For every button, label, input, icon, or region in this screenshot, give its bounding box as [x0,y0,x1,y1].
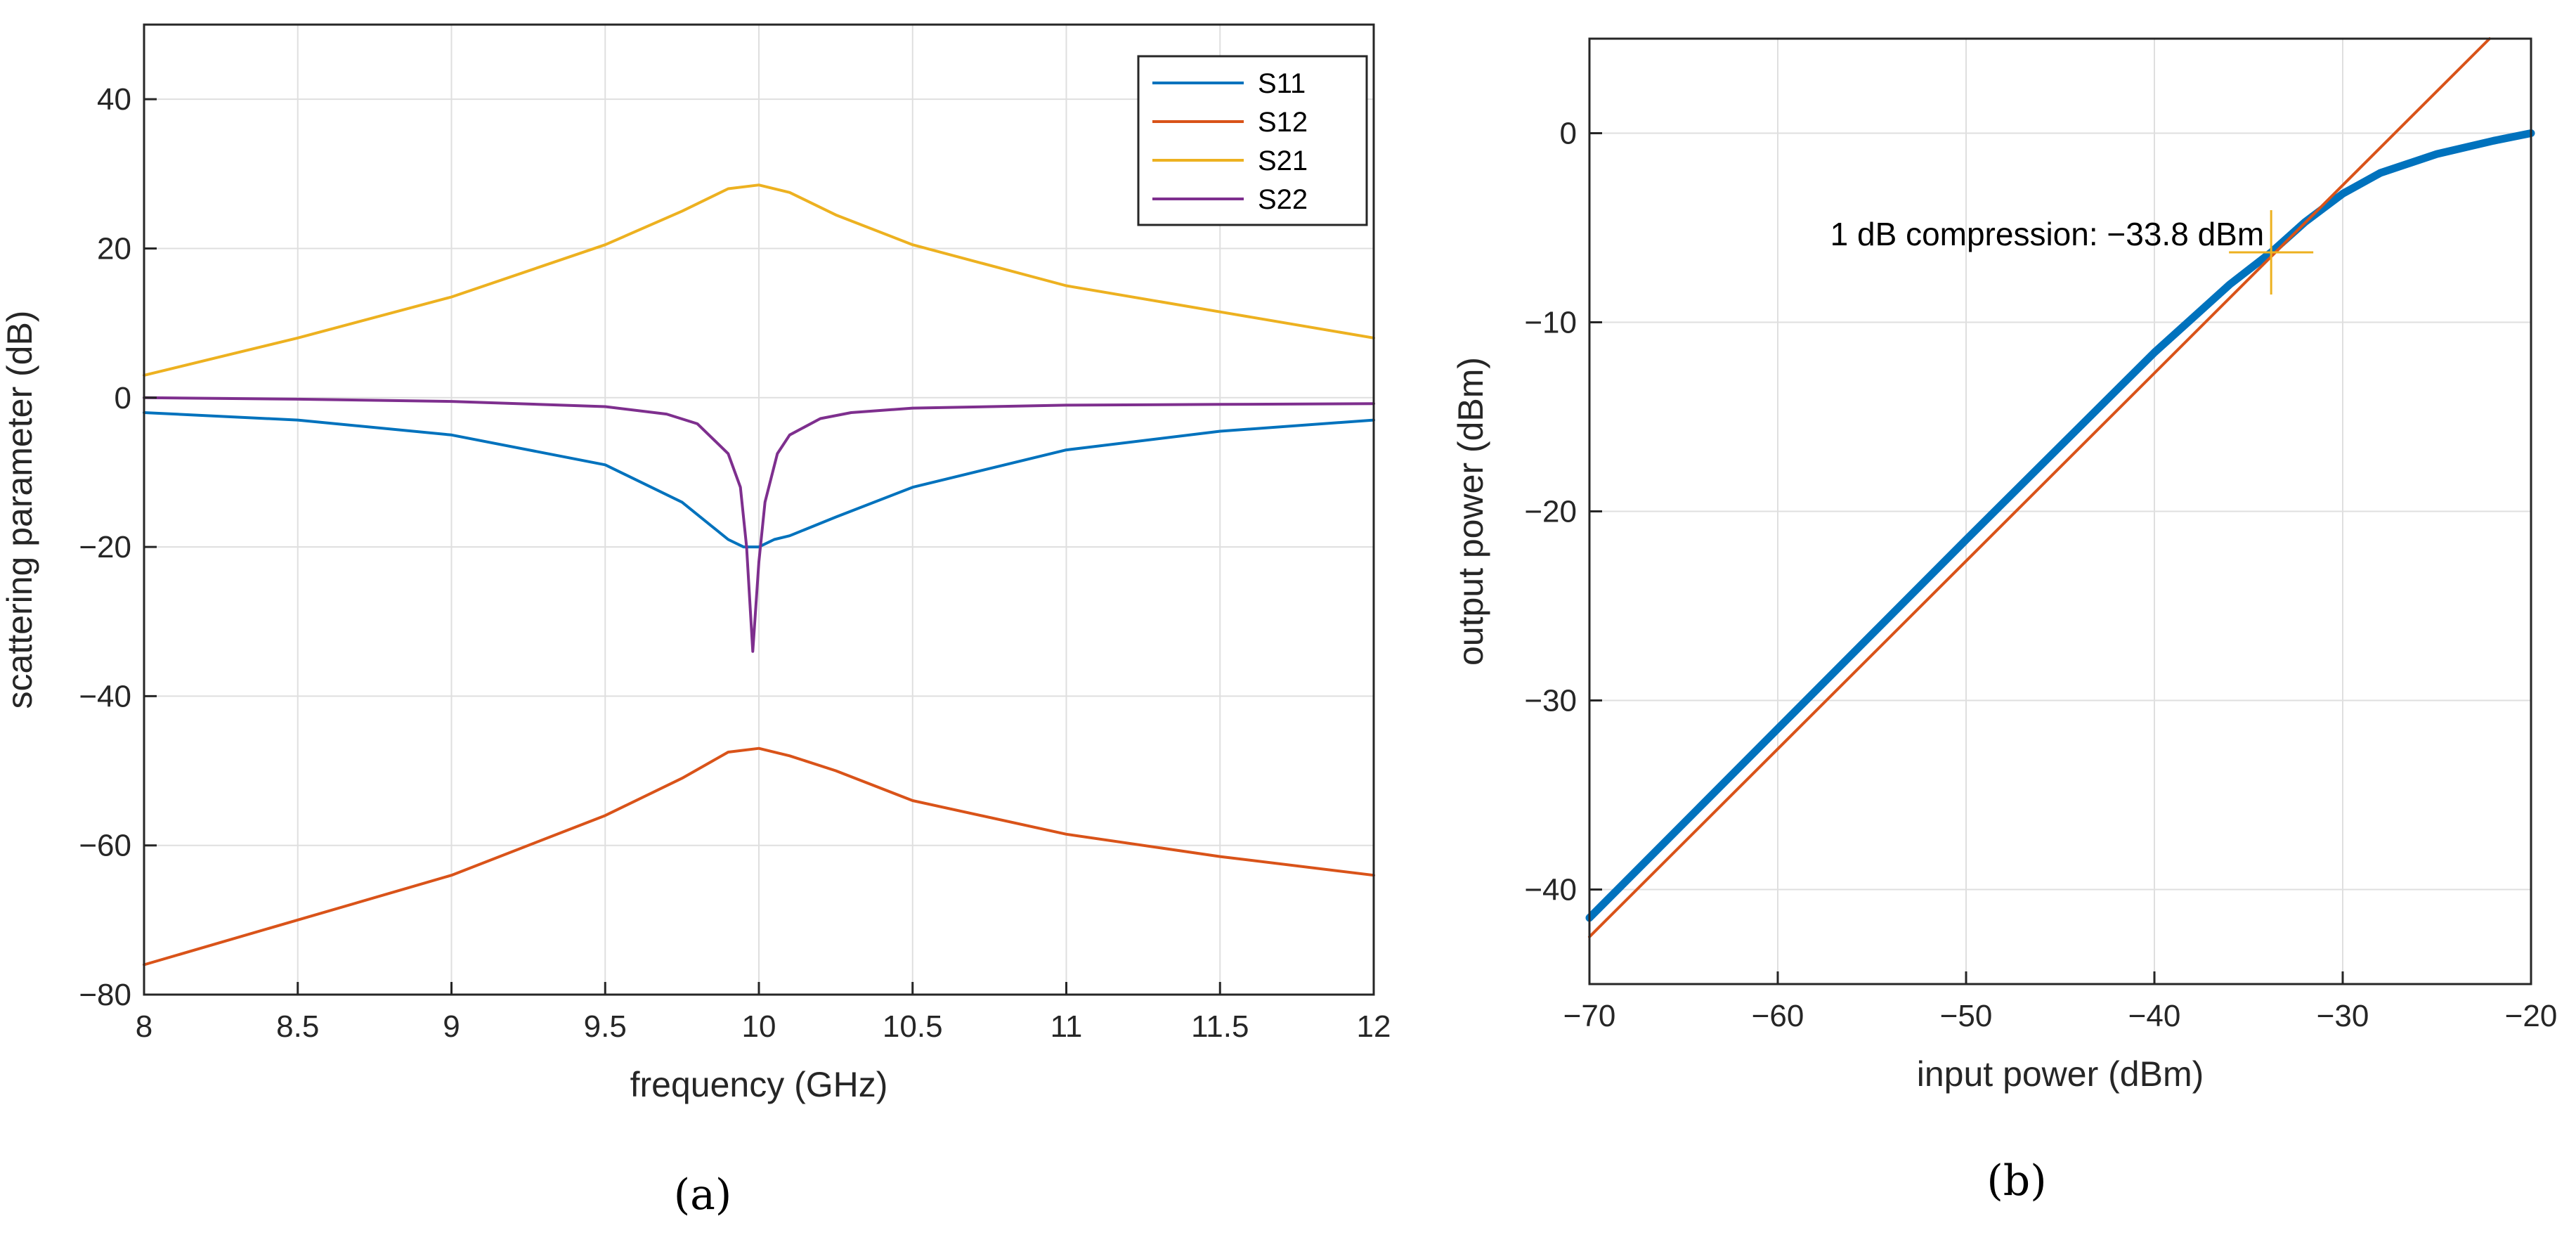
panel-a-caption: (a) [674,1170,732,1220]
x-tick-label: 8 [136,1009,152,1044]
x-tick-label: −20 [2505,999,2558,1033]
x-tick-label: −70 [1563,999,1616,1033]
panel-a-ticks: 8 8.5 9 9.5 10 10.5 11 11.5 12 −80 −60 −40 −20 0 20 40 [79,82,1391,1044]
y-tick-label: −30 [1524,684,1577,718]
panel-b-caption: (b) [1986,1156,2046,1205]
panel-a-series [143,183,1375,966]
legend-label-s12: S12 [1258,107,1308,138]
y-tick-label: −20 [1524,495,1577,529]
y-tick-label: 20 [97,231,131,266]
x-tick-label: −60 [1752,999,1804,1033]
series-line-s12 [143,746,1375,966]
y-tick-label: 0 [1560,117,1577,151]
y-tick-label: −40 [1524,873,1577,907]
y-tick-label: −80 [79,978,131,1012]
series-line-s22 [143,396,1375,653]
panel-b-y-axis-label: output power (dBm) [1451,357,1490,666]
x-tick-label: −30 [2317,999,2369,1033]
y-tick-label: 40 [97,82,131,117]
series-line-linear-extrapolation [1588,37,2491,938]
x-tick-label: 11.5 [1191,1009,1249,1044]
x-tick-label: 8.5 [276,1009,319,1044]
x-tick-label: 12 [1357,1009,1391,1044]
panel-b-ticks: −70 −60 −50 −40 −30 −20 −40 −30 −20 −10 0 [1524,117,2557,1034]
panel-b-x-axis-label: input power (dBm) [1917,1054,2204,1094]
panel-a-legend: S11 S12 S21 S22 [1137,55,1368,226]
series-line-output-power [1585,129,2535,922]
legend-label-s22: S22 [1258,184,1308,215]
panel-a-chart: 8 8.5 9 9.5 10 10.5 11 11.5 12−80−60−40−2002040 … [0,23,1391,1220]
x-tick-label: 10 [742,1009,776,1044]
legend-label-s21: S21 [1258,146,1308,176]
x-tick-label: 9 [443,1009,460,1044]
legend-label-s11: S11 [1258,68,1306,99]
x-tick-label: −40 [2128,999,2181,1033]
compression-annotation: 1 dB compression: −33.8 dBm [1830,216,2265,252]
panel-a-x-axis-label: frequency (GHz) [630,1065,888,1104]
panel-b-grid [1589,39,2532,984]
series-line-s21 [143,183,1375,377]
x-tick-label: 11 [1050,1009,1083,1044]
x-tick-label: 9.5 [584,1009,627,1044]
panel-a-y-axis-label: scattering parameter (dB) [0,311,39,709]
x-tick-label: 10.5 [883,1009,943,1044]
panel-b-series [1585,37,2535,938]
x-tick-label: −50 [1940,999,1993,1033]
y-tick-label: −40 [79,679,131,713]
y-tick-label: −60 [79,829,131,863]
compression-point-marker [2229,209,2314,295]
y-tick-label: −10 [1524,306,1577,340]
panel-b-chart: −70 −60 −50 −40 −30 −20 −40 −30 −20 −10 0 1 dB com… [1451,37,2557,1205]
series-line-s11 [143,411,1375,549]
y-tick-label: 0 [115,381,131,415]
y-tick-label: −20 [79,530,131,564]
